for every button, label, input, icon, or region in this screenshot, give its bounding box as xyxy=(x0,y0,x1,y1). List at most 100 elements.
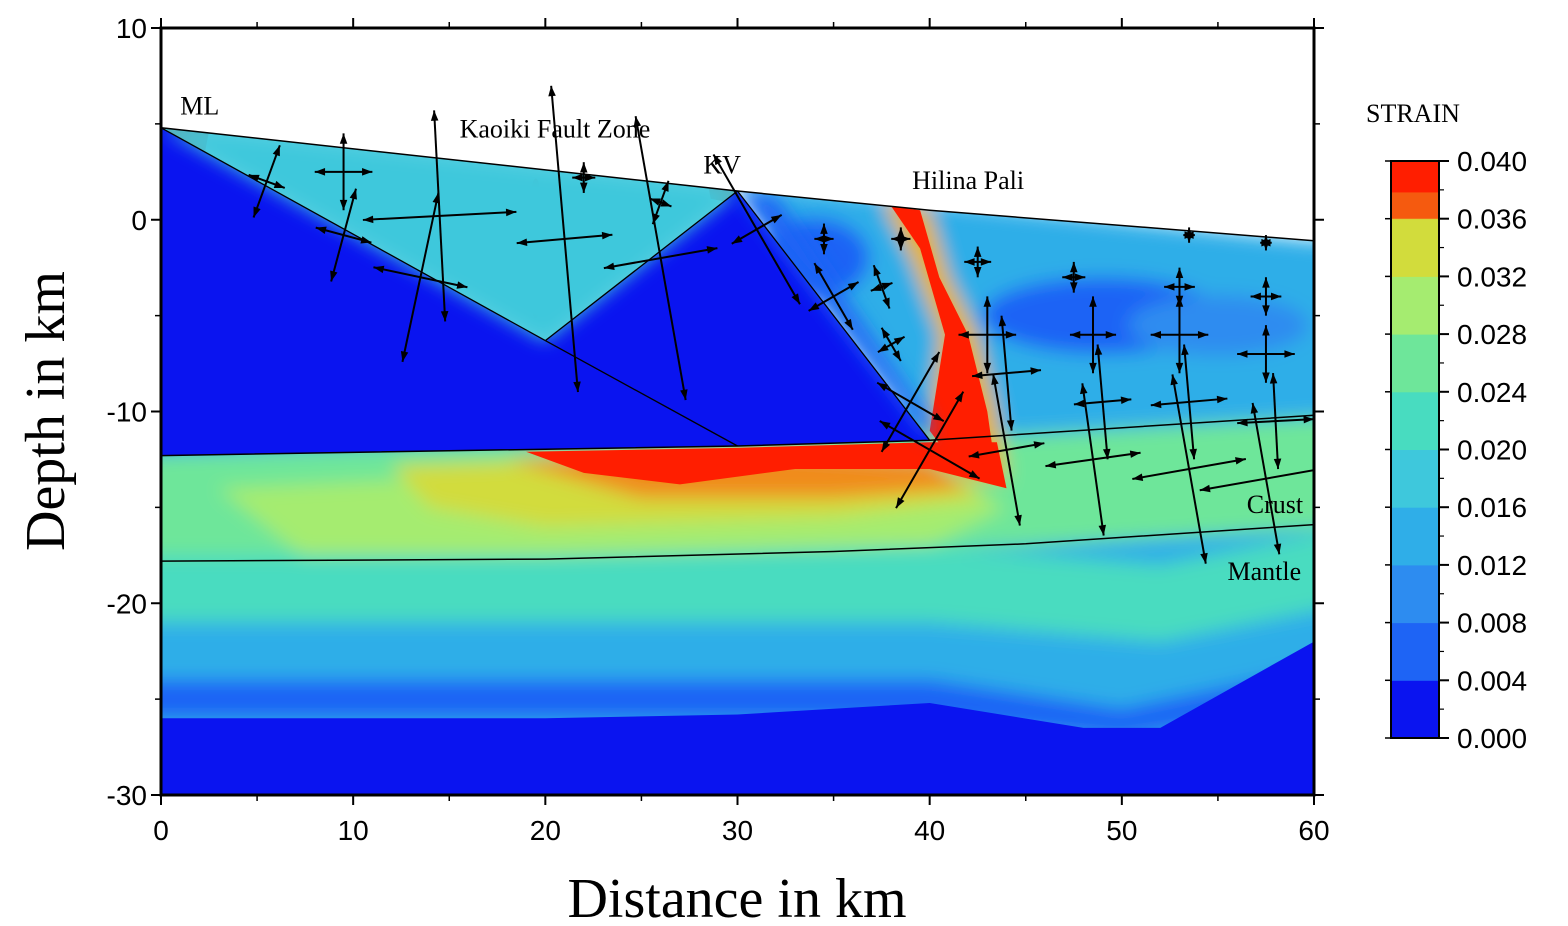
strain-arrow-head xyxy=(879,421,891,430)
y-tick-label: -30 xyxy=(107,780,147,811)
strain-arrow-shaft xyxy=(1045,451,1141,468)
strain-arrow-head xyxy=(770,214,782,224)
strain-axis-cross xyxy=(1199,402,1332,555)
strain-arrow-head xyxy=(897,240,905,251)
strain-arrow-head xyxy=(272,145,280,157)
strain-arrow-head xyxy=(973,246,982,257)
y-tick-label: 0 xyxy=(131,205,147,236)
strain-arrow-head xyxy=(1175,296,1184,307)
strain-arrow-head xyxy=(584,173,596,182)
strain-arrow-head xyxy=(870,283,882,291)
strain-arrow-head xyxy=(430,110,439,121)
strain-arrow-head xyxy=(958,331,969,339)
strain-axis-cross xyxy=(1132,374,1247,564)
strain-arrow-head xyxy=(1270,292,1282,301)
strain-arrow-head xyxy=(1070,282,1078,293)
strain-axis-cross xyxy=(516,85,613,393)
strain-axis-cross xyxy=(362,110,517,322)
strain-arrow-shaft xyxy=(603,247,718,270)
strain-arrow-head xyxy=(1262,305,1270,316)
strain-arrow-head xyxy=(373,265,385,274)
strain-arrow-head xyxy=(548,85,556,97)
strain-arrow-shaft xyxy=(971,369,1042,378)
strain-axis-cross xyxy=(1045,383,1141,536)
strain-arrow-head xyxy=(573,381,581,393)
crust-mantle-line xyxy=(161,523,1314,562)
strain-axis-cross xyxy=(1062,261,1086,293)
strain-axis-cross xyxy=(1069,296,1117,374)
strain-axis-cross xyxy=(315,188,372,282)
annotation-label: Crust xyxy=(1247,490,1304,519)
strain-arrow-head xyxy=(1284,350,1295,358)
strain-arrow-head xyxy=(1089,362,1097,374)
strain-arrow-head xyxy=(1045,460,1057,469)
colorbar-swatch xyxy=(1391,391,1439,450)
strain-arrow-head xyxy=(731,235,743,244)
strain-arrow-head xyxy=(652,213,660,225)
strain-arrow-head xyxy=(998,315,1007,327)
strain-arrow-head xyxy=(1262,372,1270,383)
x-tick-label: 0 xyxy=(153,815,169,846)
x-tick-label: 60 xyxy=(1298,815,1329,846)
strain-axis-cross xyxy=(968,373,1045,526)
strain-arrow-head xyxy=(603,262,615,271)
strain-arrow-head xyxy=(877,382,889,392)
strain-arrow-head xyxy=(1073,399,1085,408)
strain-field xyxy=(161,28,1314,795)
strain-arrow-shaft xyxy=(968,442,1045,458)
strain-arrow-head xyxy=(897,227,905,238)
strain-arrow-head xyxy=(1260,238,1271,247)
strain-arrow-head xyxy=(273,180,285,188)
x-axis-title: Distance in km xyxy=(567,868,906,926)
strain-arrow-head xyxy=(1105,331,1117,339)
field-block-central xyxy=(545,191,930,446)
strain-arrow-head xyxy=(713,154,722,166)
strain-arrow-head xyxy=(1175,267,1184,278)
strain-arrow-shaft xyxy=(373,266,468,289)
strain-arrow-head xyxy=(844,318,853,330)
strain-arrow-head xyxy=(932,412,944,422)
annotation-label: KV xyxy=(703,151,741,180)
strain-arrow-head xyxy=(980,258,992,266)
strain-arrow-head xyxy=(1216,395,1228,404)
strain-axis-cross xyxy=(808,262,860,331)
strain-axis-cross xyxy=(814,223,834,255)
colorbar-label: 0.004 xyxy=(1457,665,1527,696)
strain-axis-cross xyxy=(314,133,373,211)
y-tick-label: -20 xyxy=(107,588,147,619)
strain-arrow-head xyxy=(881,441,891,452)
strain-arrow-head xyxy=(1262,325,1270,336)
strain-arrow-head xyxy=(456,281,468,289)
strain-arrow-head xyxy=(972,371,983,380)
strain-arrow-head xyxy=(1006,419,1015,431)
field-band xyxy=(161,612,1314,700)
colorbar-swatch xyxy=(1391,218,1439,277)
strain-arrow-head xyxy=(1321,465,1332,472)
strain-arrow-head xyxy=(660,199,672,207)
x-tick-label: 40 xyxy=(914,815,945,846)
annotations: ML Kaoiki Fault Zone KV Hilina Pali Crust Man… xyxy=(180,91,1304,586)
strain-arrow-head xyxy=(973,266,982,278)
topography-line xyxy=(161,126,1314,242)
boundary-lines xyxy=(161,126,1314,562)
axis-ticks: 0 10 20 30 40 50 60 10 0 -10 -20 -30 xyxy=(107,13,1330,846)
strain-arrow-head xyxy=(1237,350,1248,358)
strain-arrow-head xyxy=(1120,396,1132,405)
field-deep-layer xyxy=(161,641,1314,795)
strain-arrow-head xyxy=(1269,373,1278,384)
strain-arrow-head xyxy=(339,199,348,211)
colorbar-swatch xyxy=(1391,161,1439,193)
strain-arrow-head xyxy=(1197,331,1209,339)
strain-arrow-head xyxy=(1014,514,1022,526)
strain-arrow-head xyxy=(991,374,999,385)
strain-arrow-head xyxy=(808,302,820,311)
field-blob xyxy=(526,442,1007,489)
colorbar-label: 0.028 xyxy=(1457,319,1527,350)
strain-axis-cross xyxy=(603,115,718,401)
x-tick-label: 30 xyxy=(722,815,753,846)
strain-arrow-head xyxy=(1030,367,1041,375)
field-band xyxy=(161,534,1314,642)
moho-line xyxy=(161,414,1314,457)
strain-axis-cross xyxy=(964,246,992,278)
